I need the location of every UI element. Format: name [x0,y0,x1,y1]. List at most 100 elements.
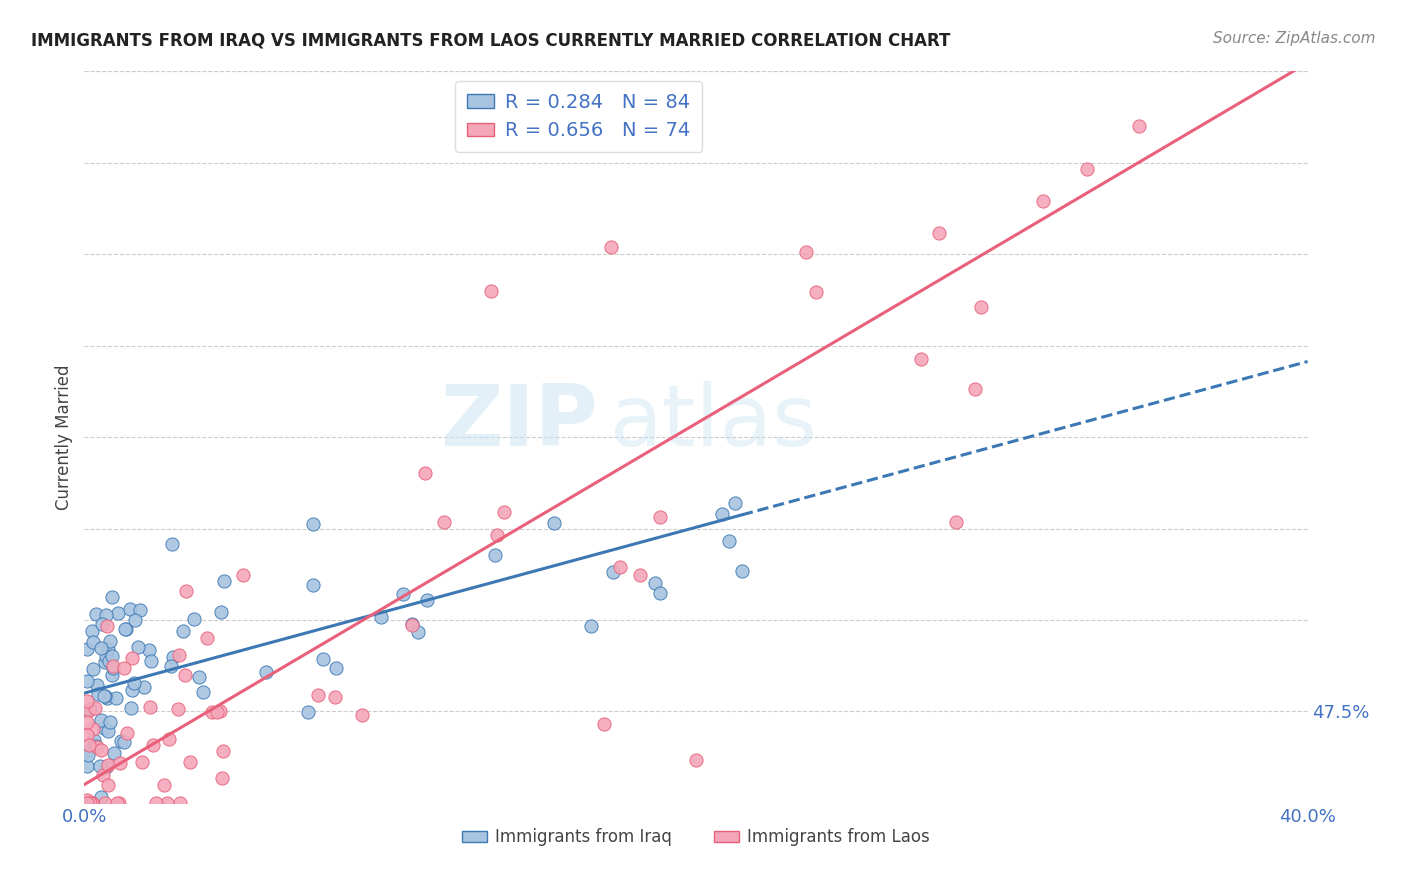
Point [205,705,228,719]
Point [157,731,180,746]
Point [87,687,110,701]
Point [415,466,437,480]
Point [108,756,131,770]
Point [86,739,108,754]
Point [82,662,104,676]
Point [96,607,118,622]
Point [101,661,124,675]
Point [129,603,152,617]
Point [98,714,121,729]
Point [581,618,603,632]
Point [94,689,117,703]
Point [543,516,565,530]
Point [312,652,335,666]
Point [214,574,236,588]
Point [91,617,114,632]
Point [118,602,141,616]
Point [325,661,347,675]
Point [174,668,197,682]
Point [76,796,98,810]
Point [432,515,454,529]
Point [970,301,993,315]
Point [945,516,967,530]
Point [724,496,747,510]
Point [352,708,374,723]
Point [167,648,190,662]
Point [176,584,198,599]
Point [84,607,107,622]
Point [115,622,138,636]
Point [103,746,125,760]
Point [117,726,139,740]
Point [685,753,707,767]
Point [76,642,98,657]
Point [492,505,515,519]
Point [1128,119,1150,133]
Point [138,642,160,657]
Point [84,700,107,714]
Point [648,509,671,524]
Point [82,722,104,736]
Point [76,704,98,718]
Point [100,591,122,605]
Point [401,617,423,632]
Point [90,640,112,655]
Point [325,690,347,704]
Point [179,755,201,769]
Point [114,622,136,636]
Point [127,640,149,655]
Point [108,796,131,810]
Point [479,284,502,298]
Point [124,613,146,627]
Point [183,612,205,626]
Text: IMMIGRANTS FROM IRAQ VS IMMIGRANTS FROM LAOS CURRENTLY MARRIED CORRELATION CHART: IMMIGRANTS FROM IRAQ VS IMMIGRANTS FROM … [31,31,950,49]
Point [107,606,129,620]
Point [370,610,392,624]
Point [100,649,122,664]
Point [112,735,135,749]
Point [82,796,104,810]
Point [82,635,104,649]
Point [191,685,214,699]
Point [93,689,115,703]
Point [153,778,176,792]
Point [188,670,211,684]
Point [232,568,254,582]
Point [484,548,506,562]
Point [302,516,325,531]
Point [90,789,112,804]
Point [486,527,509,541]
Point [122,675,145,690]
Point [76,759,98,773]
Point [77,747,100,762]
Point [84,739,107,753]
Point [172,624,194,639]
Point [308,688,330,702]
Point [602,565,624,579]
Y-axis label: Currently Married: Currently Married [55,364,73,510]
Point [104,690,127,705]
Point [100,667,122,681]
Point [97,723,120,738]
Point [139,699,162,714]
Point [79,796,101,810]
Point [160,658,183,673]
Point [142,738,165,752]
Text: Source: ZipAtlas.com: Source: ZipAtlas.com [1212,31,1375,46]
Point [416,593,439,607]
Point [1032,194,1054,208]
Point [121,682,143,697]
Point [201,705,224,719]
Point [211,772,233,786]
Point [93,721,115,735]
Point [103,658,125,673]
Point [145,796,167,810]
Point [644,575,666,590]
Point [76,694,98,708]
Point [804,285,827,299]
Point [86,678,108,692]
Point [139,653,162,667]
Point [90,743,112,757]
Point [82,796,104,810]
Point [76,793,98,807]
